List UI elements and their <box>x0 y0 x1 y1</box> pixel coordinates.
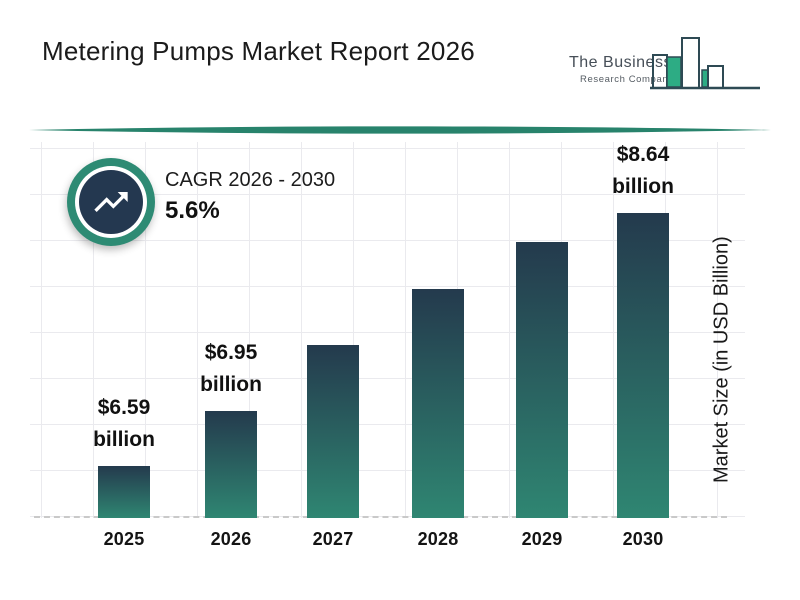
value-label-2025: $6.59 billion <box>93 396 155 451</box>
x-axis-labels: 2025 2026 2027 2028 2029 2030 <box>30 529 745 557</box>
logo-company-subtitle: Research Company <box>580 74 674 85</box>
growth-badge <box>67 158 155 246</box>
cagr-label: CAGR 2026 - 2030 <box>165 169 336 191</box>
bar-2028 <box>412 289 464 518</box>
bar-2027 <box>307 345 359 518</box>
x-tick-2026: 2026 <box>210 529 252 549</box>
bar-2025 <box>98 466 150 518</box>
x-tick-2028: 2028 <box>417 529 459 549</box>
badge-core <box>79 170 143 234</box>
trending-up-icon <box>94 192 128 212</box>
divider-line <box>29 126 771 134</box>
bar-chart: $6.59 billion $6.95 billion $8.64 billion <box>30 142 745 518</box>
page-title: Metering Pumps Market Report 2026 <box>42 36 475 66</box>
x-tick-2029: 2029 <box>521 529 563 549</box>
value-label-2026: $6.95 billion <box>200 341 262 396</box>
x-tick-2027: 2027 <box>312 529 354 549</box>
x-tick-2025: 2025 <box>103 529 145 549</box>
bar-2029 <box>516 242 568 518</box>
x-tick-2030: 2030 <box>622 529 664 549</box>
logo-bar-chart-icon <box>650 37 760 90</box>
company-logo: The Business Research Company <box>555 37 770 108</box>
logo-company-name: The Business <box>569 54 672 71</box>
value-label-2030: $8.64 billion <box>612 143 674 198</box>
y-axis-title: Market Size (in USD Billion) <box>710 236 733 484</box>
bar-2026 <box>205 411 257 518</box>
cagr-value: 5.6% <box>165 197 220 224</box>
x-axis-baseline <box>34 516 727 518</box>
bar-2030 <box>617 213 669 518</box>
